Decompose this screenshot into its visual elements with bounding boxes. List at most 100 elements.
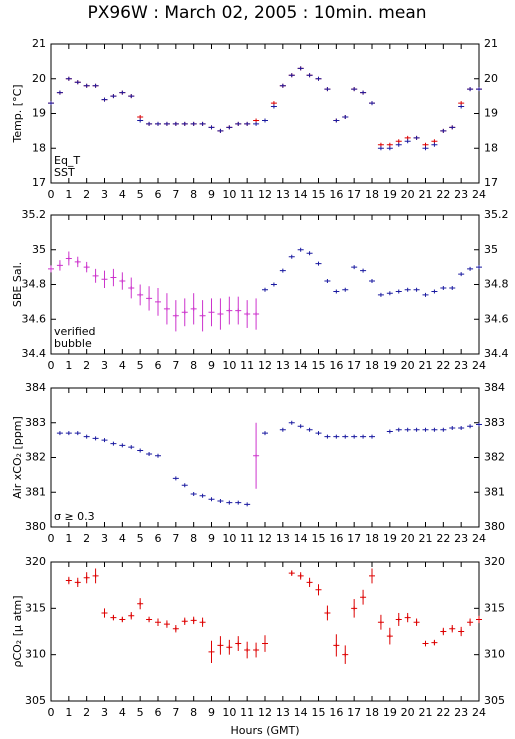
data-point — [235, 641, 242, 646]
x-tick-label: 1 — [65, 706, 72, 719]
data-point — [163, 306, 170, 311]
x-tick-label: 21 — [419, 188, 433, 201]
data-point — [83, 434, 90, 439]
y-axis-label: SBE Sal. — [11, 262, 24, 307]
y-tick-label: 17 — [484, 176, 498, 189]
data-point — [288, 73, 295, 78]
data-point — [244, 648, 251, 653]
data-point — [395, 617, 402, 622]
data-point — [235, 500, 242, 505]
data-point — [324, 279, 331, 284]
data-point — [101, 277, 108, 282]
data-point — [74, 80, 81, 85]
data-point — [288, 254, 295, 259]
data-point — [431, 142, 438, 147]
data-point — [369, 434, 375, 439]
data-point — [324, 87, 331, 92]
data-point — [360, 595, 367, 600]
x-tick-label: 8 — [190, 706, 197, 719]
x-tick-label: 1 — [65, 532, 72, 545]
data-point — [360, 268, 367, 273]
y-tick-label: 305 — [25, 694, 46, 707]
data-point — [244, 121, 251, 126]
data-point — [65, 578, 72, 583]
data-point — [172, 626, 179, 631]
x-tick-label: 5 — [137, 706, 144, 719]
x-tick-label: 8 — [190, 532, 197, 545]
data-point — [235, 121, 242, 126]
data-point — [181, 310, 188, 315]
data-point — [333, 289, 340, 294]
y-tick-label: 310 — [25, 648, 46, 661]
y-tick-label: 380 — [25, 520, 46, 533]
x-tick-label: 2 — [83, 706, 90, 719]
x-tick-label: 12 — [258, 359, 272, 372]
data-point — [172, 313, 179, 318]
x-tick-label: 17 — [347, 532, 361, 545]
x-tick-label: 20 — [401, 359, 415, 372]
data-point — [395, 139, 402, 144]
x-tick-label: 9 — [208, 706, 215, 719]
data-point — [253, 312, 260, 317]
data-point — [253, 648, 260, 653]
data-point — [199, 121, 206, 126]
data-point — [155, 620, 161, 625]
x-tick-label: 3 — [101, 706, 108, 719]
data-point — [440, 285, 447, 290]
plot-frame — [50, 43, 480, 184]
x-tick-label: 23 — [454, 188, 468, 201]
data-point — [208, 310, 215, 315]
x-tick-label: 0 — [48, 532, 55, 545]
data-point — [449, 125, 456, 130]
data-point — [369, 279, 375, 284]
data-point — [440, 128, 447, 133]
data-point — [431, 427, 438, 432]
data-point — [413, 427, 420, 432]
data-point — [128, 445, 135, 450]
data-point — [172, 121, 179, 126]
x-tick-label: 15 — [312, 532, 326, 545]
data-point — [65, 76, 72, 81]
x-tick-label: 22 — [436, 359, 450, 372]
data-point — [351, 265, 358, 270]
data-point — [422, 142, 429, 147]
x-tick-label: 23 — [454, 359, 468, 372]
x-tick-label: 22 — [436, 706, 450, 719]
x-tick-label: 22 — [436, 188, 450, 201]
y-tick-label: 310 — [484, 648, 505, 661]
data-point — [235, 308, 242, 313]
data-point — [262, 118, 268, 123]
x-tick-label: 17 — [347, 706, 361, 719]
data-point — [155, 299, 161, 304]
data-point — [360, 90, 367, 95]
data-point — [128, 285, 135, 290]
data-point — [74, 259, 81, 264]
y-tick-label: 34.4 — [22, 347, 47, 360]
data-point — [369, 573, 375, 578]
x-tick-label: 19 — [383, 188, 397, 201]
data-point — [253, 453, 260, 458]
x-axis-label: Hours (GMT) — [230, 724, 299, 737]
y-tick-label: 34.8 — [22, 278, 47, 291]
y-tick-label: 21 — [484, 37, 498, 50]
data-point — [92, 273, 99, 278]
y-tick-label: 315 — [25, 601, 46, 614]
legend-entry: verified — [54, 325, 96, 338]
data-point — [110, 615, 117, 620]
y-tick-label: 320 — [25, 555, 46, 568]
data-point — [146, 121, 153, 126]
data-point — [226, 125, 233, 130]
data-point — [190, 491, 197, 496]
x-tick-label: 0 — [48, 188, 55, 201]
x-tick-label: 5 — [137, 532, 144, 545]
data-point — [458, 425, 465, 430]
data-point — [413, 287, 420, 292]
plot-frame — [50, 214, 480, 355]
x-tick-label: 5 — [137, 188, 144, 201]
data-point — [128, 94, 135, 99]
data-point — [226, 308, 233, 313]
data-point — [324, 434, 331, 439]
data-point — [440, 629, 447, 634]
data-point — [440, 427, 447, 432]
